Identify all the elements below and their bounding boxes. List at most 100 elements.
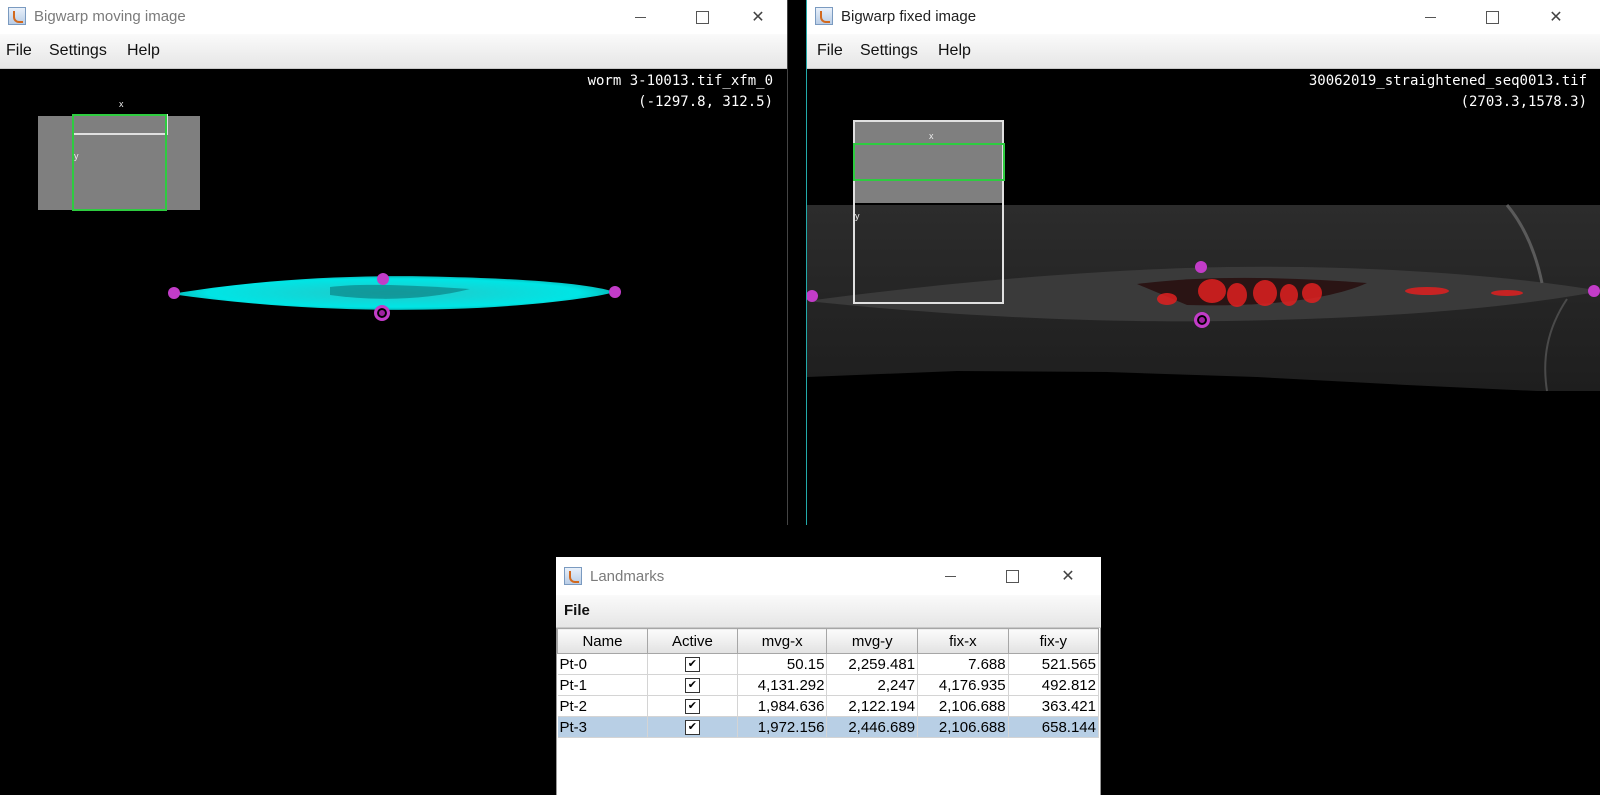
- image-info-overlay: worm 3-10013.tif_xfm_0 (-1297.8, 312.5): [588, 71, 773, 113]
- cell-active[interactable]: ✔: [647, 716, 738, 738]
- cell-name[interactable]: Pt-3: [557, 716, 648, 738]
- nav-axis-x-label: x: [929, 131, 934, 141]
- java-coffee-icon: [815, 7, 833, 25]
- landmarks-window: Landmarks File Name Active mvg-x mvg-y f…: [556, 557, 1101, 795]
- navigation-box: [853, 120, 1003, 203]
- selected-landmark-point[interactable]: [374, 305, 390, 321]
- cell-mvg-x[interactable]: 4,131.292: [737, 674, 828, 696]
- menu-file[interactable]: File: [817, 42, 843, 59]
- image-info-overlay: 30062019_straightened_seq0013.tif (2703.…: [1309, 71, 1587, 113]
- nav-axis-y-label: y: [855, 211, 860, 221]
- cell-mvg-y[interactable]: 2,122.194: [826, 695, 919, 717]
- fixed-image-viewer[interactable]: 30062019_straightened_seq0013.tif (2703.…: [807, 69, 1600, 525]
- landmark-point[interactable]: [1588, 285, 1600, 297]
- worm-image: [172, 276, 615, 310]
- minimize-icon[interactable]: [1407, 0, 1453, 34]
- moving-image-window: Bigwarp moving image File Settings Help …: [0, 0, 788, 525]
- landmarks-table-body: Pt-0 ✔ 50.15 2,259.481 7.688 521.565 Pt-1 ✔ 4,13…: [557, 653, 1100, 738]
- maximize-icon[interactable]: [1469, 0, 1515, 34]
- table-row[interactable]: Pt-0 ✔ 50.15 2,259.481 7.688 521.565: [557, 653, 1100, 675]
- landmark-point[interactable]: [807, 290, 818, 302]
- checkbox-checked-icon[interactable]: ✔: [684, 720, 700, 736]
- mouse-coords-label: (2703.3,1578.3): [1460, 94, 1587, 110]
- moving-titlebar[interactable]: Bigwarp moving image: [0, 0, 787, 34]
- cell-fix-x[interactable]: 2,106.688: [917, 695, 1009, 717]
- menu-settings[interactable]: Settings: [49, 42, 107, 59]
- column-header-fix-y[interactable]: fix-y: [1007, 628, 1100, 654]
- java-coffee-icon: [8, 7, 26, 25]
- close-icon[interactable]: [1533, 0, 1579, 34]
- checkbox-checked-icon[interactable]: ✔: [684, 699, 700, 715]
- cell-fix-y[interactable]: 492.812: [1008, 674, 1100, 696]
- close-icon[interactable]: [735, 0, 781, 34]
- cell-fix-y[interactable]: 658.144: [1008, 716, 1100, 738]
- fixed-titlebar[interactable]: Bigwarp fixed image: [807, 0, 1600, 34]
- column-header-active[interactable]: Active: [646, 628, 738, 654]
- cell-mvg-y[interactable]: 2,247: [826, 674, 919, 696]
- cell-name[interactable]: Pt-2: [557, 695, 648, 717]
- landmarks-menubar: File: [556, 595, 1101, 628]
- nav-axis-y-label: y: [74, 151, 79, 161]
- column-header-mvg-x[interactable]: mvg-x: [736, 628, 828, 654]
- maximize-icon[interactable]: [679, 0, 725, 34]
- landmark-point[interactable]: [377, 273, 389, 285]
- cell-fix-x[interactable]: 7.688: [917, 653, 1009, 675]
- mouse-coords-label: (-1297.8, 312.5): [638, 94, 773, 110]
- navigation-viewport-box: [72, 114, 167, 211]
- image-name-label: 30062019_straightened_seq0013.tif: [1308, 73, 1587, 89]
- column-header-fix-x[interactable]: fix-x: [917, 628, 1009, 654]
- table-header-row: Name Active mvg-x mvg-y fix-x fix-y: [557, 628, 1100, 654]
- fixed-image-window: Bigwarp fixed image File Settings Help: [806, 0, 1600, 525]
- navigation-y-outline: [853, 120, 1004, 304]
- landmark-point[interactable]: [1195, 261, 1207, 273]
- navigation-box: [38, 116, 200, 210]
- menu-help[interactable]: Help: [127, 42, 160, 59]
- cell-fix-x[interactable]: 4,176.935: [917, 674, 1009, 696]
- landmarks-table[interactable]: Name Active mvg-x mvg-y fix-x fix-y Pt-0…: [557, 628, 1100, 738]
- landmarks-titlebar[interactable]: Landmarks: [556, 557, 1101, 595]
- cell-mvg-y[interactable]: 2,446.689: [826, 716, 919, 738]
- menu-file[interactable]: File: [564, 602, 590, 619]
- cell-name[interactable]: Pt-1: [557, 674, 648, 696]
- cell-active[interactable]: ✔: [647, 653, 738, 675]
- table-row[interactable]: Pt-3 ✔ 1,972.156 2,446.689 2,106.688 658.144: [557, 716, 1100, 738]
- fixed-menubar: File Settings Help: [807, 34, 1600, 69]
- window-title: Bigwarp fixed image: [841, 8, 977, 25]
- nav-axis-x-label: x: [119, 99, 124, 109]
- cell-fix-y[interactable]: 363.421: [1008, 695, 1100, 717]
- cell-mvg-x[interactable]: 1,972.156: [737, 716, 828, 738]
- column-header-name[interactable]: Name: [557, 628, 648, 654]
- java-coffee-icon: [564, 567, 582, 585]
- image-name-label: worm 3-10013.tif_xfm_0: [587, 73, 773, 89]
- cell-name[interactable]: Pt-0: [557, 653, 648, 675]
- cell-mvg-x[interactable]: 50.15: [737, 653, 828, 675]
- cell-mvg-y[interactable]: 2,259.481: [826, 653, 919, 675]
- landmark-point[interactable]: [609, 286, 621, 298]
- cell-fix-y[interactable]: 521.565: [1008, 653, 1100, 675]
- cell-mvg-x[interactable]: 1,984.636: [737, 695, 828, 717]
- column-header-mvg-y[interactable]: mvg-y: [826, 628, 919, 654]
- cell-active[interactable]: ✔: [647, 695, 738, 717]
- cell-active[interactable]: ✔: [647, 674, 738, 696]
- menu-file[interactable]: File: [6, 42, 32, 59]
- menu-help[interactable]: Help: [938, 42, 971, 59]
- checkbox-checked-icon[interactable]: ✔: [684, 657, 700, 673]
- landmarks-table-area[interactable]: Name Active mvg-x mvg-y fix-x fix-y Pt-0…: [556, 628, 1101, 795]
- selected-landmark-point[interactable]: [1194, 312, 1210, 328]
- minimize-icon[interactable]: [617, 0, 663, 34]
- table-row[interactable]: Pt-1 ✔ 4,131.292 2,247 4,176.935 492.812: [557, 674, 1100, 696]
- close-icon[interactable]: [1045, 557, 1091, 595]
- minimize-icon[interactable]: [927, 557, 973, 595]
- landmark-point[interactable]: [168, 287, 180, 299]
- table-row[interactable]: Pt-2 ✔ 1,984.636 2,122.194 2,106.688 363.421: [557, 695, 1100, 717]
- moving-menubar: File Settings Help: [0, 34, 787, 69]
- window-title: Bigwarp moving image: [34, 8, 186, 25]
- cell-fix-x[interactable]: 2,106.688: [917, 716, 1009, 738]
- window-title: Landmarks: [590, 568, 665, 585]
- fixed-worm-image: [807, 204, 1600, 392]
- checkbox-checked-icon[interactable]: ✔: [684, 678, 700, 694]
- moving-image-viewer[interactable]: worm 3-10013.tif_xfm_0 (-1297.8, 312.5) …: [0, 69, 787, 525]
- maximize-icon[interactable]: [989, 557, 1035, 595]
- menu-settings[interactable]: Settings: [860, 42, 918, 59]
- navigation-viewport-box: [853, 143, 1005, 181]
